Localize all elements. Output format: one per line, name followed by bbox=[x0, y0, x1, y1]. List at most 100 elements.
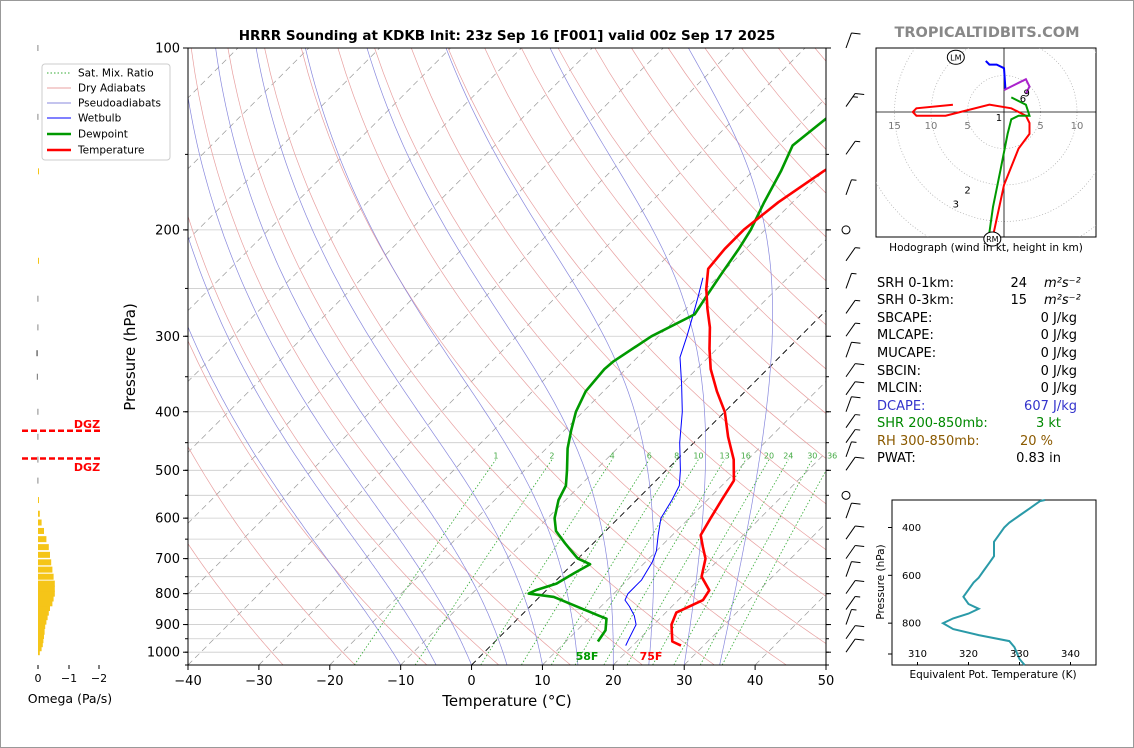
wind-barb-staff bbox=[845, 545, 856, 559]
dgz-top-label: DGZ bbox=[74, 418, 100, 431]
omega-tick-label: 0 bbox=[35, 672, 42, 685]
dry-adiabat-line bbox=[227, 48, 643, 665]
stats-panel: SRH 0-1km: 24 m²s⁻² SRH 0-3km: 15 m²s⁻² … bbox=[877, 276, 1081, 466]
legend-label-pseudoadiabats: Pseudoadiabats bbox=[78, 98, 161, 110]
wind-barb-staff bbox=[845, 363, 856, 378]
stat-mucape-value: 0 J/kg bbox=[1041, 346, 1077, 361]
stat-srh03-units: m²s⁻² bbox=[1044, 293, 1081, 308]
mixing-ratio-label: 36 bbox=[827, 452, 837, 461]
isotherm-line bbox=[188, 48, 735, 595]
theta-e-x-label: Equivalent Pot. Temperature (K) bbox=[909, 669, 1076, 681]
legend-label-wetbulb: Wetbulb bbox=[78, 113, 122, 125]
theta-e-y-tick-label: 400 bbox=[902, 523, 921, 534]
omega-tick-label: −2 bbox=[91, 672, 107, 685]
x-tick-label: −10 bbox=[387, 674, 414, 689]
y-tick-label: 400 bbox=[155, 405, 180, 420]
mixing-ratio-line bbox=[652, 459, 770, 665]
dgz-bottom-label: DGZ bbox=[74, 461, 100, 474]
theta-e-y-tick-label: 800 bbox=[902, 619, 921, 630]
wind-barb-staff bbox=[845, 141, 856, 155]
wind-barb-half-flag bbox=[855, 140, 861, 143]
pseudoadiabat-line bbox=[188, 235, 437, 665]
wind-barb-half-flag bbox=[855, 595, 861, 598]
pseudoadiabat-line bbox=[188, 94, 472, 665]
wind-barb-flag bbox=[855, 456, 865, 459]
wind-barb-staff bbox=[845, 502, 852, 519]
wind-barb-flag bbox=[855, 363, 865, 366]
storm-motion-marker bbox=[946, 49, 965, 65]
omega-bar bbox=[38, 257, 39, 264]
chart-title: HRRR Sounding at KDKB Init: 23z Sep 16 [… bbox=[239, 28, 776, 44]
hodograph-ring-label: 10 bbox=[1071, 121, 1084, 132]
omega-bar bbox=[38, 623, 46, 630]
hodograph-frame bbox=[875, 47, 1097, 238]
hodograph-height-label: 1 bbox=[996, 113, 1002, 124]
pseudoadiabat-line bbox=[188, 325, 401, 665]
omega-bar bbox=[38, 585, 55, 592]
omega-x-label: Omega (Pa/s) bbox=[28, 691, 112, 706]
omega-bar bbox=[38, 497, 39, 504]
wind-barb-staff bbox=[845, 414, 856, 428]
wind-barb-staff bbox=[845, 609, 852, 625]
wind-barb-half-flag bbox=[851, 272, 857, 275]
wind-barb-staff bbox=[845, 456, 856, 471]
wind-barb-flag bbox=[851, 341, 861, 344]
dry-adiabat-line bbox=[337, 48, 826, 645]
theta-e-x-tick-label: 330 bbox=[1010, 649, 1029, 660]
theta-e-x-tick-label: 340 bbox=[1061, 649, 1080, 660]
mixing-ratio-line bbox=[480, 459, 613, 665]
stat-sbcin-value: 0 J/kg bbox=[1041, 364, 1077, 379]
wind-barb-staff bbox=[845, 381, 856, 396]
surface-dewpoint-label: 58F bbox=[576, 650, 599, 663]
wind-barb-staff bbox=[845, 561, 852, 577]
omega-bar bbox=[38, 645, 42, 652]
wind-barb-flag bbox=[851, 502, 861, 505]
omega-bar bbox=[37, 408, 39, 415]
omega-bar bbox=[37, 113, 39, 120]
wind-barb-flag bbox=[851, 396, 861, 399]
dry-adiabat-line bbox=[521, 48, 826, 414]
wind-barb-staff bbox=[845, 273, 852, 289]
hodograph-trace bbox=[987, 96, 1031, 237]
x-tick-label: 50 bbox=[818, 674, 835, 689]
profile-temperature bbox=[670, 168, 826, 647]
wind-barb-half-flag bbox=[851, 441, 857, 443]
omega-bar bbox=[37, 477, 39, 484]
x-tick-label: 40 bbox=[747, 674, 764, 689]
pseudoadiabat-line bbox=[549, 48, 706, 665]
isotherm-line bbox=[683, 522, 826, 665]
surface-temperature-label: 75F bbox=[640, 650, 663, 663]
skewt-axes: −40 −30 −20 −10 0 10 20 30 40 50 100 200 300 400 500 60… bbox=[147, 42, 834, 690]
mixing-ratio-label: 4 bbox=[610, 452, 615, 461]
skewt-background bbox=[188, 48, 826, 665]
stat-dcape-label: DCAPE: bbox=[877, 399, 925, 414]
storm-motion-marker bbox=[983, 231, 1002, 247]
omega-bar bbox=[38, 559, 52, 566]
legend: Sat. Mix. Ratio Dry Adiabats Pseudoadiab… bbox=[41, 63, 171, 161]
stat-shear-value: 3 kt bbox=[1036, 416, 1061, 431]
pseudoadiabat-line bbox=[688, 48, 773, 665]
wind-barb-flag bbox=[851, 32, 861, 35]
pseudoadiabat-line bbox=[255, 48, 543, 665]
stat-shear-label: SHR 200-850mb: bbox=[877, 416, 988, 431]
stat-srh01-value: 24 bbox=[1010, 276, 1027, 291]
isotherm-line bbox=[258, 97, 826, 665]
dry-adiabat-line bbox=[188, 339, 428, 665]
omega-bar bbox=[37, 456, 39, 463]
dry-adiabat-line bbox=[594, 48, 826, 326]
storm-motion-label: LM bbox=[950, 53, 961, 62]
isotherm-line bbox=[542, 380, 826, 665]
hodograph-trace bbox=[911, 103, 1031, 237]
stat-mlcin-label: MLCIN: bbox=[877, 381, 922, 396]
legend-box bbox=[41, 63, 171, 161]
omega-bar bbox=[38, 544, 49, 551]
wind-barb-staff bbox=[845, 625, 856, 640]
theta-e-y-label: Pressure (hPa) bbox=[875, 544, 887, 619]
theta-e-x-tick-label: 320 bbox=[959, 649, 978, 660]
omega-bar bbox=[38, 168, 39, 175]
omega-bar bbox=[38, 614, 48, 621]
mixing-ratio-label: 2 bbox=[549, 452, 554, 461]
mixing-ratio-label: 16 bbox=[741, 452, 751, 461]
mixing-ratio-line bbox=[603, 459, 725, 665]
wind-barbs bbox=[841, 32, 865, 653]
